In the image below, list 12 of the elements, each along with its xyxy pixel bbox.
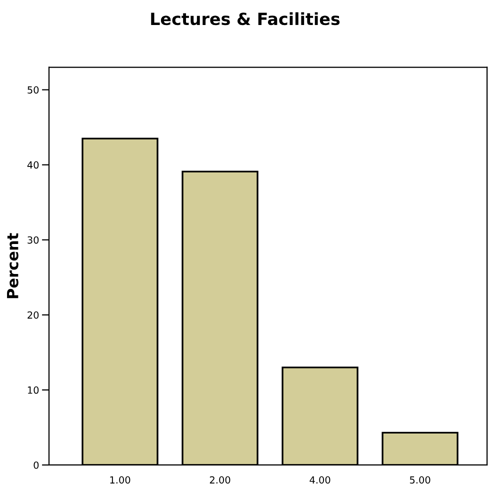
- y-tick-label: 50: [28, 86, 39, 94]
- x-tick-label: 2.00: [210, 476, 230, 484]
- y-tick-label: 40: [27, 161, 39, 169]
- x-tick-label: 5.00: [410, 476, 430, 484]
- y-tick-label: 0: [34, 461, 39, 469]
- x-tick-label: 4.00: [310, 476, 330, 484]
- y-tick-label: 10: [28, 386, 39, 394]
- y-tick-label: 20: [28, 311, 39, 319]
- chart-title: Lectures & Facilities: [151, 12, 340, 26]
- y-axis-title: Percent: [7, 233, 18, 298]
- x-tick-label: 1.00: [110, 476, 130, 484]
- y-tick-label: 30: [28, 236, 39, 244]
